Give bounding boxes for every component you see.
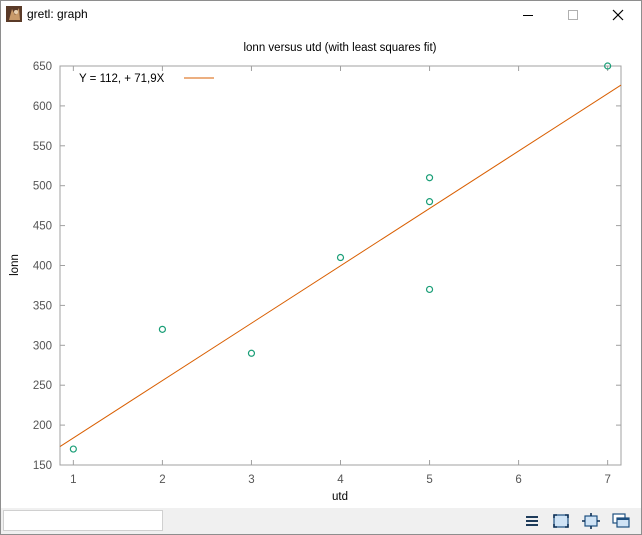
status-bar [1,508,641,534]
maximize-icon [568,10,578,20]
gretl-app-icon[interactable] [6,6,22,22]
y-tick-label: 500 [33,181,52,193]
data-point [425,285,434,294]
fit-line [59,84,622,447]
x-tick-label: 7 [604,474,610,486]
y-tick-label: 550 [33,141,52,153]
chart-area[interactable]: lonn versus utd (with least squares fit)… [1,29,641,508]
fit-line-series [59,84,622,447]
y-axis: 150 200 250 300 350 400 450 500 550 600 650 [33,61,621,472]
y-axis-label: lonn [9,254,21,276]
x-tick-label: 4 [337,474,344,486]
fit-button[interactable] [580,511,602,531]
title-bar[interactable]: gretl: graph [1,1,641,29]
y-tick-label: 400 [33,261,52,273]
windows-icon [612,513,630,528]
x-tick-label: 3 [248,474,254,486]
legend: Y = 112, + 71,9X [79,73,214,85]
data-point [247,349,256,357]
points-series [69,62,612,453]
data-point [336,253,345,262]
x-tick-label: 6 [515,474,521,486]
x-tick-label: 1 [70,474,76,486]
y-tick-label: 300 [33,340,52,352]
menu-icon [526,516,538,526]
y-tick-label: 200 [33,420,52,432]
close-icon [612,9,624,21]
minimize-icon [523,15,533,16]
data-point [69,445,77,453]
chart-title: lonn versus utd (with least squares fit) [243,42,436,54]
y-tick-label: 150 [33,460,52,472]
y-tick-label: 450 [33,221,52,233]
y-tick-label: 350 [33,300,52,312]
x-axis-label: utd [332,491,348,503]
menu-button[interactable] [521,511,543,531]
data-point [425,198,434,206]
data-point [158,325,167,333]
close-button[interactable] [595,1,641,29]
zoom-icon [553,514,569,528]
status-field [3,510,163,531]
data-point [425,174,434,182]
x-axis: 1 2 3 4 5 6 7 [70,66,611,486]
x-tick-label: 2 [159,474,165,486]
y-tick-label: 250 [33,380,52,392]
y-tick-label: 600 [33,101,52,113]
maximize-button[interactable] [550,1,596,29]
window-title: gretl: graph [27,7,88,21]
x-tick-label: 5 [426,474,432,486]
y-tick-label: 650 [33,61,52,73]
data-point [604,62,612,70]
legend-label: Y = 112, + 71,9X [79,73,165,85]
fit-icon [582,513,600,529]
zoom-button[interactable] [550,511,572,531]
windows-button[interactable] [610,511,632,531]
scatter-chart: lonn versus utd (with least squares fit)… [9,42,622,503]
minimize-button[interactable] [505,1,551,29]
